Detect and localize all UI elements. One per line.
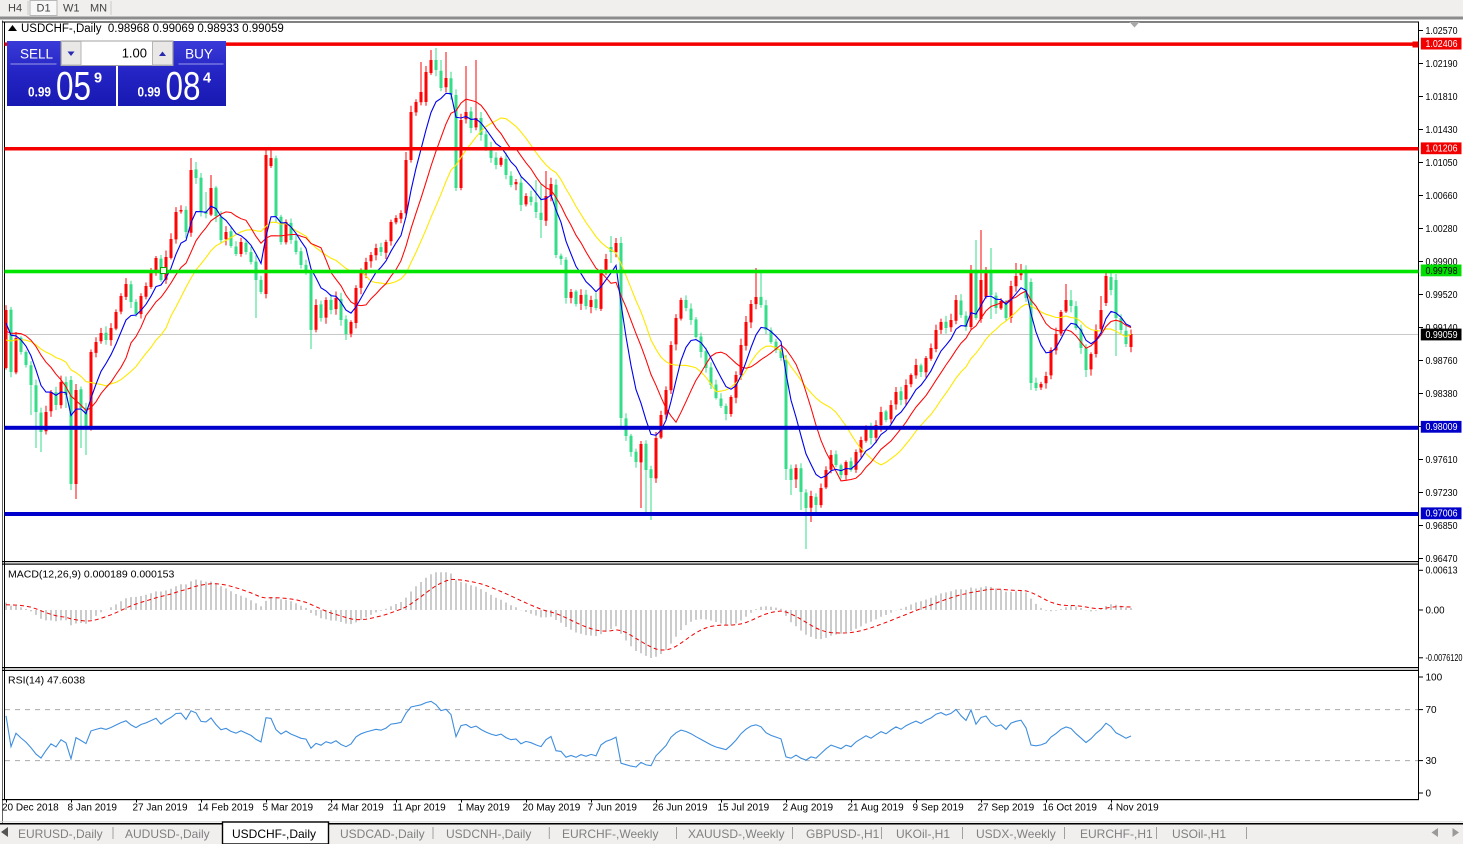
svg-text:-0.0076120: -0.0076120	[1426, 653, 1463, 664]
svg-text:0.97610: 0.97610	[1426, 455, 1458, 466]
svg-text:27 Jan 2019: 27 Jan 2019	[133, 803, 188, 814]
svg-text:D1: D1	[37, 3, 51, 15]
svg-text:W1: W1	[63, 3, 80, 15]
svg-text:2 Aug 2019: 2 Aug 2019	[783, 803, 834, 814]
svg-text:0.99900: 0.99900	[1426, 257, 1458, 268]
svg-text:1.00280: 1.00280	[1426, 224, 1458, 235]
svg-text:1.00660: 1.00660	[1426, 191, 1458, 202]
svg-text:BUY: BUY	[185, 47, 213, 62]
svg-text:20 Dec 2018: 20 Dec 2018	[2, 803, 59, 814]
svg-text:9: 9	[94, 71, 102, 87]
svg-text:1.02406: 1.02406	[1426, 39, 1458, 50]
svg-text:USOil-,H1: USOil-,H1	[1172, 827, 1226, 841]
svg-text:1.02570: 1.02570	[1426, 26, 1458, 37]
svg-text:21 Aug 2019: 21 Aug 2019	[848, 803, 905, 814]
svg-text:26 Jun 2019: 26 Jun 2019	[653, 803, 708, 814]
svg-text:H4: H4	[8, 3, 22, 15]
svg-text:SELL: SELL	[20, 47, 54, 62]
svg-text:0.96470: 0.96470	[1426, 554, 1458, 565]
svg-text:MACD(12,26,9) 0.000189 0.00015: MACD(12,26,9) 0.000189 0.000153	[8, 569, 175, 581]
svg-text:9 Sep 2019: 9 Sep 2019	[913, 803, 965, 814]
svg-text:1.01810: 1.01810	[1426, 92, 1458, 103]
svg-text:USDCNH-,Daily: USDCNH-,Daily	[446, 827, 531, 841]
svg-text:14 Feb 2019: 14 Feb 2019	[198, 803, 255, 814]
svg-text:UKOil-,H1: UKOil-,H1	[896, 827, 950, 841]
svg-text:0.99798: 0.99798	[1426, 266, 1458, 277]
svg-text:EURUSD-,Daily: EURUSD-,Daily	[18, 827, 103, 841]
svg-text:0.96850: 0.96850	[1426, 521, 1458, 532]
svg-text:0.99140: 0.99140	[1426, 323, 1458, 334]
svg-text:0.98380: 0.98380	[1426, 389, 1458, 400]
svg-text:0.98009: 0.98009	[1426, 422, 1458, 433]
svg-text:4 Nov 2019: 4 Nov 2019	[1108, 803, 1160, 814]
svg-text:0.97230: 0.97230	[1426, 488, 1458, 499]
svg-text:0.99: 0.99	[138, 85, 161, 100]
svg-text:4: 4	[203, 71, 211, 87]
svg-text:MN: MN	[90, 3, 107, 15]
svg-text:20 May 2019: 20 May 2019	[523, 803, 581, 814]
svg-text:8 Jan 2019: 8 Jan 2019	[68, 803, 118, 814]
svg-text:100: 100	[1426, 672, 1443, 683]
svg-text:11 Apr 2019: 11 Apr 2019	[393, 803, 447, 814]
svg-text:0.00613: 0.00613	[1426, 566, 1458, 577]
svg-text:1.00: 1.00	[122, 46, 147, 61]
svg-text:1.01430: 1.01430	[1426, 125, 1458, 136]
svg-text:70: 70	[1426, 705, 1438, 716]
svg-text:24 Mar 2019: 24 Mar 2019	[328, 803, 385, 814]
svg-text:EURCHF-,H1: EURCHF-,H1	[1080, 827, 1153, 841]
svg-text:USDX-,Weekly: USDX-,Weekly	[976, 827, 1056, 841]
svg-text:7 Jun 2019: 7 Jun 2019	[588, 803, 638, 814]
svg-text:1.01206: 1.01206	[1426, 144, 1458, 155]
svg-text:USDCHF-,Daily: USDCHF-,Daily	[232, 827, 316, 841]
svg-text:0.99059: 0.99059	[1426, 330, 1458, 341]
svg-text:05: 05	[56, 65, 91, 109]
svg-text:0.99520: 0.99520	[1426, 290, 1458, 301]
svg-text:08: 08	[166, 65, 201, 109]
svg-text:USDCHF-,Daily 0.98968 0.99069: USDCHF-,Daily 0.98968 0.99069 0.98933 0.…	[21, 23, 284, 35]
svg-text:0: 0	[1426, 788, 1432, 799]
svg-text:0.00: 0.00	[1426, 605, 1445, 616]
svg-text:RSI(14) 47.6038: RSI(14) 47.6038	[8, 675, 85, 687]
svg-text:16 Oct 2019: 16 Oct 2019	[1043, 803, 1098, 814]
svg-text:5 Mar 2019: 5 Mar 2019	[263, 803, 314, 814]
svg-text:AUDUSD-,Daily: AUDUSD-,Daily	[125, 827, 210, 841]
svg-text:USDCAD-,Daily: USDCAD-,Daily	[340, 827, 425, 841]
svg-text:GBPUSD-,H1: GBPUSD-,H1	[806, 827, 880, 841]
svg-text:1.02190: 1.02190	[1426, 59, 1458, 70]
svg-text:30: 30	[1426, 756, 1438, 767]
svg-text:0.98760: 0.98760	[1426, 356, 1458, 367]
svg-text:0.99: 0.99	[28, 85, 51, 100]
svg-text:1 May 2019: 1 May 2019	[458, 803, 511, 814]
svg-text:27 Sep 2019: 27 Sep 2019	[978, 803, 1035, 814]
svg-text:15 Jul 2019: 15 Jul 2019	[718, 803, 770, 814]
svg-text:1.01050: 1.01050	[1426, 158, 1458, 169]
svg-text:XAUUSD-,Weekly: XAUUSD-,Weekly	[688, 827, 784, 841]
svg-text:0.97006: 0.97006	[1426, 509, 1458, 520]
svg-text:EURCHF-,Weekly: EURCHF-,Weekly	[562, 827, 658, 841]
